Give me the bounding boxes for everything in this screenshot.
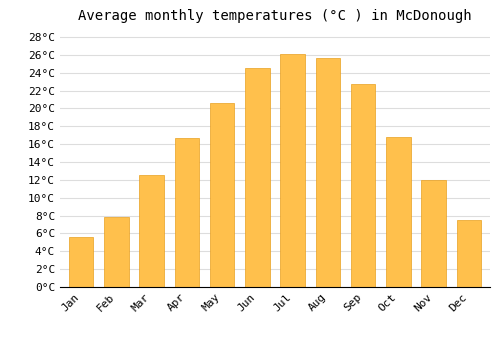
Bar [69, 237, 94, 287]
Bar [245, 68, 270, 287]
Bar [422, 180, 446, 287]
Bar [104, 217, 128, 287]
Bar [351, 84, 376, 287]
Bar [386, 137, 410, 287]
Bar [316, 58, 340, 287]
Bar [174, 138, 199, 287]
Bar [456, 220, 481, 287]
Bar [210, 103, 234, 287]
Title: Average monthly temperatures (°C ) in McDonough: Average monthly temperatures (°C ) in Mc… [78, 9, 472, 23]
Bar [140, 175, 164, 287]
Bar [280, 54, 305, 287]
